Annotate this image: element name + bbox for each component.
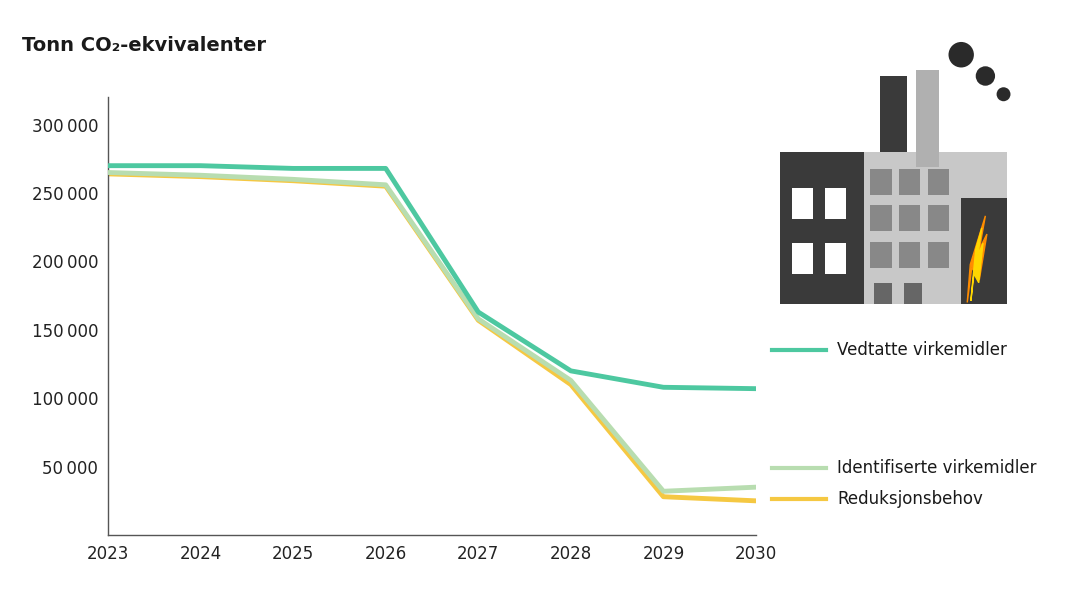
Bar [879,76,907,152]
Bar [904,283,922,304]
Circle shape [975,66,995,86]
Bar [780,152,864,304]
Bar [825,243,847,274]
Bar [870,206,892,231]
Bar [792,243,813,274]
Bar [928,206,949,231]
Bar [874,283,892,304]
Bar [792,188,813,219]
Polygon shape [968,216,987,302]
Circle shape [997,88,1011,102]
Text: Tonn CO₂-ekvivalenter: Tonn CO₂-ekvivalenter [22,36,266,55]
Bar [961,198,1007,304]
Bar [825,188,847,219]
Polygon shape [971,228,983,301]
Bar [870,168,892,195]
Circle shape [948,42,974,67]
Text: Identifiserte virkemidler: Identifiserte virkemidler [837,459,1037,477]
Bar [780,152,1007,304]
Bar [900,241,920,268]
Bar [928,241,949,268]
Text: Vedtatte virkemidler: Vedtatte virkemidler [837,340,1007,359]
Bar [900,168,920,195]
Bar [870,241,892,268]
Bar [900,206,920,231]
Bar [916,70,939,167]
Text: Reduksjonsbehov: Reduksjonsbehov [837,489,983,508]
Bar [928,168,949,195]
